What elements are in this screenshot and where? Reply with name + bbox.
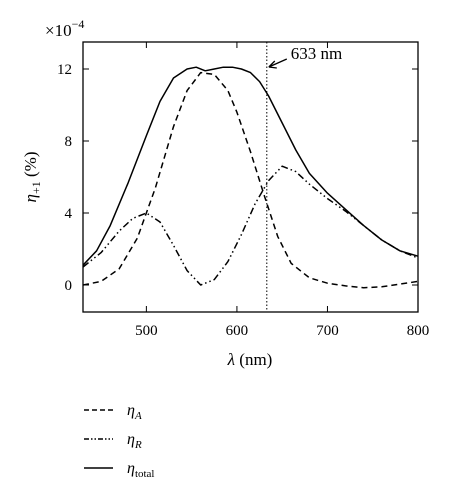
x-tick-label: 800 <box>407 323 430 339</box>
marker-arrow <box>268 58 288 69</box>
series-line-total <box>82 66 419 266</box>
series-line-a <box>82 71 419 289</box>
x-tick-label: 700 <box>316 323 339 339</box>
x-axis-label: λ (nm) <box>227 350 273 369</box>
legend: ηA ηR ηtotal <box>84 402 155 480</box>
x-tick-label: 600 <box>226 323 249 339</box>
y-axis-ticks: 0 4 8 12 <box>57 62 418 294</box>
legend-label: ηR <box>127 431 142 451</box>
marker-label: 633 nm <box>291 44 342 63</box>
y-tick-label: 8 <box>65 134 73 150</box>
y-axis-label: η+1 (%) <box>21 152 43 203</box>
y-tick-label: 4 <box>65 206 73 222</box>
legend-label: ηA <box>127 402 142 422</box>
y-tick-label: 0 <box>65 278 73 294</box>
y-tick-label: 12 <box>57 62 72 78</box>
x-axis-ticks: 500 600 700 800 <box>135 42 429 339</box>
x-tick-label: 500 <box>135 323 158 339</box>
legend-label: ηtotal <box>127 460 155 480</box>
series-line-r <box>82 165 419 286</box>
series-group <box>82 66 419 289</box>
plot-frame <box>82 41 419 313</box>
y-multiplier: ×10−4 <box>45 17 84 40</box>
marker-annotation: 633 nm <box>268 44 342 69</box>
